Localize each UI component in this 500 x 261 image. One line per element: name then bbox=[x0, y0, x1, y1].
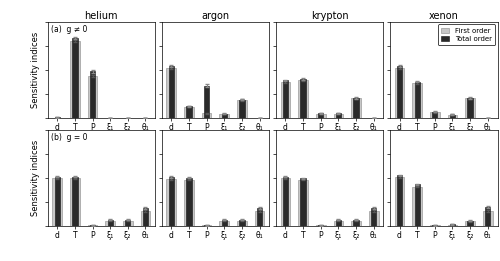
Bar bbox=[483, 211, 492, 226]
Bar bbox=[70, 41, 80, 118]
Bar bbox=[184, 180, 194, 226]
Bar bbox=[204, 86, 210, 118]
Bar bbox=[448, 115, 458, 118]
Legend: First order, Total order: First order, Total order bbox=[438, 24, 496, 45]
Bar bbox=[394, 177, 404, 226]
Bar bbox=[186, 106, 192, 118]
Bar bbox=[334, 221, 343, 226]
Bar bbox=[450, 115, 455, 118]
Bar bbox=[466, 221, 475, 226]
Text: (b)  g = 0: (b) g = 0 bbox=[50, 133, 87, 142]
Bar bbox=[222, 114, 227, 118]
Bar bbox=[166, 68, 176, 118]
Bar bbox=[300, 79, 306, 118]
Bar bbox=[298, 80, 308, 118]
Bar bbox=[186, 178, 192, 226]
Bar bbox=[336, 220, 341, 226]
Bar bbox=[123, 221, 132, 226]
Bar bbox=[108, 220, 113, 226]
Bar bbox=[143, 208, 148, 226]
Bar bbox=[430, 112, 440, 118]
Bar bbox=[237, 221, 247, 226]
Bar bbox=[106, 221, 115, 226]
Bar bbox=[220, 114, 229, 118]
Bar bbox=[280, 82, 290, 118]
Bar bbox=[394, 68, 404, 118]
Bar bbox=[240, 220, 244, 226]
Title: krypton: krypton bbox=[310, 11, 348, 21]
Bar bbox=[125, 220, 130, 226]
Bar bbox=[168, 66, 174, 118]
Bar bbox=[90, 72, 95, 118]
Title: argon: argon bbox=[202, 11, 230, 21]
Bar bbox=[283, 176, 288, 226]
Bar bbox=[52, 178, 62, 226]
Bar bbox=[184, 107, 194, 118]
Bar bbox=[254, 211, 264, 226]
Text: (a)  g ≠ 0: (a) g ≠ 0 bbox=[50, 25, 87, 34]
Bar bbox=[468, 221, 473, 226]
Bar bbox=[351, 98, 361, 118]
Bar bbox=[448, 224, 458, 226]
Bar bbox=[220, 221, 229, 226]
Bar bbox=[257, 208, 262, 226]
Bar bbox=[414, 184, 420, 226]
Bar bbox=[318, 114, 324, 118]
Bar bbox=[468, 98, 473, 118]
Bar bbox=[450, 224, 455, 226]
Bar bbox=[414, 82, 420, 118]
Y-axis label: Sensitivity indices: Sensitivity indices bbox=[31, 32, 40, 108]
Bar bbox=[202, 114, 211, 118]
Bar bbox=[72, 176, 78, 226]
Bar bbox=[222, 220, 227, 226]
Bar bbox=[240, 100, 244, 118]
Bar bbox=[54, 176, 60, 226]
Bar bbox=[300, 178, 306, 226]
Y-axis label: Sensitivity indices: Sensitivity indices bbox=[31, 140, 40, 216]
Bar bbox=[54, 117, 60, 118]
Bar bbox=[280, 178, 290, 226]
Bar bbox=[369, 211, 378, 226]
Bar bbox=[298, 180, 308, 226]
Bar bbox=[351, 221, 361, 226]
Bar bbox=[432, 112, 438, 118]
Bar bbox=[88, 76, 98, 118]
Bar bbox=[237, 100, 247, 118]
Bar bbox=[140, 211, 150, 226]
Bar bbox=[354, 98, 358, 118]
Bar bbox=[397, 66, 402, 118]
Bar bbox=[412, 187, 422, 226]
Bar bbox=[412, 83, 422, 118]
Bar bbox=[354, 220, 358, 226]
Bar bbox=[283, 80, 288, 118]
Bar bbox=[70, 178, 80, 226]
Bar bbox=[72, 38, 78, 118]
Bar bbox=[166, 179, 176, 226]
Bar bbox=[336, 114, 341, 118]
Bar bbox=[168, 177, 174, 226]
Bar bbox=[371, 208, 376, 226]
Bar bbox=[316, 114, 326, 118]
Bar bbox=[485, 207, 490, 226]
Bar bbox=[466, 98, 475, 118]
Bar bbox=[334, 114, 343, 118]
Title: helium: helium bbox=[84, 11, 118, 21]
Bar bbox=[397, 175, 402, 226]
Title: xenon: xenon bbox=[428, 11, 458, 21]
